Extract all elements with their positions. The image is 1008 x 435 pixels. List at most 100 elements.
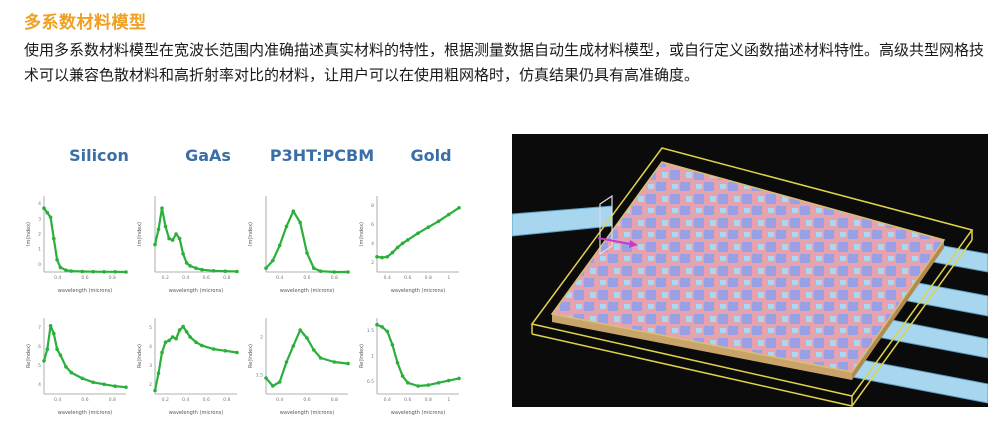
data-point — [264, 376, 268, 380]
x-tick-label: 0.8 — [223, 275, 230, 281]
x-tick-label: 1 — [447, 397, 450, 403]
x-axis-label: wavelength (microns) — [391, 410, 445, 416]
x-axis-label: wavelength (microns) — [58, 410, 112, 416]
data-point — [170, 238, 175, 242]
data-point — [223, 269, 228, 273]
y-axis-label: Im(Index) — [248, 222, 254, 246]
x-tick-label: 0.4 — [54, 275, 61, 281]
data-point — [457, 206, 461, 210]
slab-side — [852, 240, 944, 380]
data-point — [181, 252, 185, 256]
data-point — [298, 220, 302, 225]
x-tick-label: 0.8 — [109, 397, 116, 403]
y-tick-label: 0 — [38, 262, 41, 268]
material-header-gold: Gold — [410, 146, 452, 165]
data-point — [416, 384, 420, 388]
x-tick-label: 0.2 — [162, 275, 169, 281]
data-point — [400, 241, 405, 246]
x-tick-label: 0.6 — [81, 397, 88, 403]
series-line — [42, 324, 127, 389]
plot-silicon-im: Im(Index) wavelength (microns) 0.4 0.6 0.8 0 1… — [26, 196, 128, 294]
y-tick-label: 1.5 — [367, 328, 374, 334]
plot-gold-im: Im(Index) wavelength (microns) 0.4 0.6 0.8 1 2… — [359, 196, 461, 294]
x-tick-label: 0.8 — [223, 397, 230, 403]
x-tick-label: 0.8 — [331, 275, 338, 281]
data-point — [271, 258, 275, 263]
data-point — [346, 270, 350, 274]
design-region — [550, 161, 946, 373]
data-point — [380, 325, 384, 329]
data-point — [156, 227, 161, 232]
series-line — [43, 207, 127, 274]
x-axis-label: wavelength (microns) — [169, 288, 223, 294]
data-point — [446, 378, 451, 383]
data-point — [102, 382, 106, 387]
series-line — [153, 207, 238, 273]
material-header-silicon: Silicon — [69, 146, 129, 165]
y-tick-label: 8 — [371, 203, 374, 209]
x-tick-label: 0.6 — [404, 275, 411, 281]
data-point — [188, 335, 192, 339]
data-point — [167, 338, 171, 343]
data-point — [264, 266, 268, 270]
y-tick-label: 2 — [149, 382, 152, 388]
data-point — [200, 267, 204, 272]
data-point — [174, 336, 178, 341]
y-tick-label: 4 — [149, 344, 152, 350]
series-line — [153, 325, 238, 391]
source-plane — [599, 194, 613, 256]
device-simulation-render — [512, 134, 988, 407]
x-tick-label: 0.8 — [109, 275, 116, 281]
data-point — [48, 324, 53, 328]
y-tick-label: 4 — [38, 382, 41, 388]
data-point — [124, 270, 128, 274]
y-tick-label: 0.5 — [367, 379, 374, 385]
plot-p3ht-pcbm-im: Im(Index) wavelength (microns) 0.4 0.6 0.8 — [248, 196, 350, 294]
data-point — [163, 224, 168, 229]
y-tick-label: 3 — [149, 363, 152, 369]
data-point — [160, 206, 164, 210]
x-tick-label: 0.2 — [162, 397, 169, 403]
data-point — [291, 344, 296, 348]
data-point — [153, 242, 157, 247]
data-point — [52, 236, 56, 241]
data-point — [170, 335, 175, 339]
x-tick-label: 0.8 — [425, 275, 432, 281]
y-tick-label: 4 — [371, 241, 374, 247]
data-point — [177, 328, 182, 332]
data-point — [181, 324, 185, 329]
data-point — [45, 210, 50, 215]
data-point — [45, 347, 50, 351]
data-point — [91, 380, 95, 385]
data-point — [153, 388, 157, 393]
data-point — [223, 349, 228, 353]
y-tick-label: 1 — [38, 247, 41, 253]
data-point — [291, 209, 296, 213]
data-point — [385, 255, 390, 259]
data-point — [58, 353, 63, 357]
y-tick-label: 6 — [38, 344, 41, 350]
y-axis-label: Re(Index) — [26, 344, 32, 368]
x-tick-label: 0.4 — [384, 397, 391, 403]
plot-p3ht-pcbm-re: Re(Index) wavelength (microns) 0.4 0.6 0.8 1.… — [248, 318, 350, 416]
data-point — [426, 225, 431, 229]
data-point — [160, 350, 164, 355]
data-point — [174, 232, 178, 236]
y-tick-label: 1.5 — [256, 373, 263, 379]
data-point — [457, 376, 461, 381]
x-tick-label: 1 — [447, 275, 450, 281]
y-axis-label: Im(Index) — [359, 222, 365, 246]
data-point — [436, 381, 441, 385]
y-tick-label: 5 — [149, 325, 152, 331]
y-tick-label: 1 — [371, 354, 374, 360]
data-point — [42, 359, 46, 363]
data-point — [194, 266, 198, 270]
data-point — [277, 243, 282, 248]
data-point — [113, 384, 117, 388]
plot-gaas-re: Re(Index) wavelength (microns) 0.2 0.4 0.6 0.… — [137, 318, 239, 416]
data-point — [332, 360, 337, 364]
x-tick-label: 0.6 — [81, 275, 88, 281]
data-point — [284, 360, 289, 364]
section-title: 多系数材料模型 — [24, 13, 147, 33]
data-point — [80, 269, 85, 274]
